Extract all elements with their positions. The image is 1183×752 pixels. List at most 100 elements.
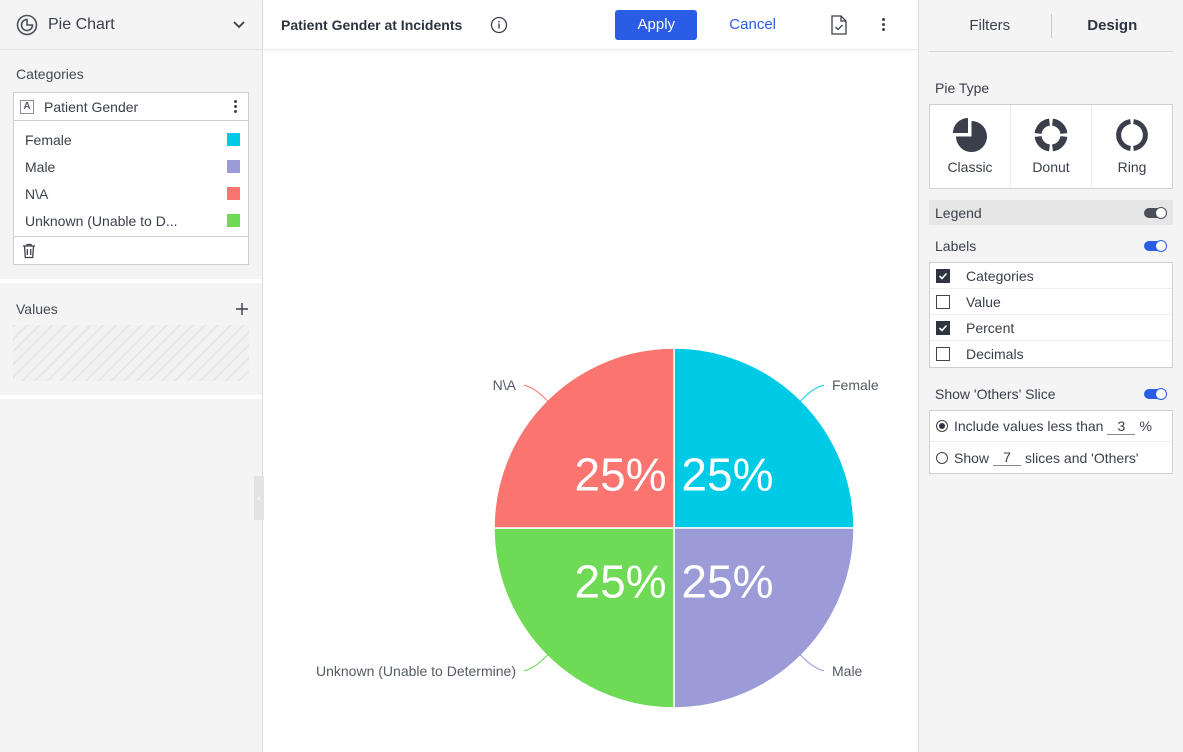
pie-type-options: Classic Donut Ring <box>929 104 1173 189</box>
category-item-label: N\A <box>25 185 49 202</box>
show-slices-radio[interactable] <box>936 451 948 464</box>
labels-options: Categories Value Percent Decimals <box>929 262 1173 368</box>
label-option-decimals: Decimals <box>930 341 1172 367</box>
pie-type-donut[interactable]: Donut <box>1011 105 1092 188</box>
color-swatch[interactable] <box>227 160 240 173</box>
leader-line <box>795 649 825 672</box>
categories-title: Categories <box>16 66 84 82</box>
leader-line <box>523 384 553 407</box>
classic-pie-icon <box>953 118 987 152</box>
panel-tabs: Filters Design <box>929 0 1173 52</box>
labels-toggle[interactable] <box>1144 240 1167 252</box>
category-label: N\A <box>493 377 517 393</box>
label-option-value: Value <box>930 289 1172 315</box>
tab-filters[interactable]: Filters <box>969 17 1011 34</box>
category-field-name: Patient Gender <box>44 98 139 115</box>
field-menu-icon[interactable] <box>228 100 242 113</box>
labels-setting: Labels <box>929 236 1173 256</box>
trash-icon[interactable] <box>22 243 36 259</box>
left-panel: Pie Chart Categories A Patient Gender Fe… <box>0 0 263 752</box>
ring-icon <box>1116 119 1148 151</box>
pie-type-label: Donut <box>1032 159 1070 175</box>
category-item-male[interactable]: Male <box>14 153 248 180</box>
check-icon <box>938 324 948 332</box>
slice-count-input[interactable] <box>993 449 1022 466</box>
decimals-checkbox[interactable] <box>936 347 950 361</box>
donut-icon <box>1034 118 1068 152</box>
right-panel: Filters Design Pie Type Classic Donut <box>918 0 1183 752</box>
category-field[interactable]: A Patient Gender <box>14 93 248 121</box>
category-list: Female Male N\A Unknown (Unable to D... <box>14 121 248 236</box>
chart-canvas-area: Patient Gender at Incidents Apply Cancel… <box>264 0 918 752</box>
legend-label: Legend <box>935 204 982 221</box>
pie-type-label: Classic <box>947 159 993 175</box>
others-slice-label: Show 'Others' Slice <box>935 386 1056 402</box>
tab-design[interactable]: Design <box>1087 17 1138 34</box>
pie-chart-icon <box>16 14 38 35</box>
percent-checkbox[interactable] <box>936 320 950 335</box>
widget-toolbar: Patient Gender at Incidents Apply Cancel <box>264 0 918 50</box>
chart-type-label: Pie Chart <box>48 15 115 33</box>
category-item-label: Unknown (Unable to D... <box>25 212 178 229</box>
text-field-icon: A <box>20 99 34 114</box>
chart-title[interactable]: Patient Gender at Incidents <box>281 16 463 33</box>
others-slice-toggle[interactable] <box>1144 388 1167 400</box>
category-item-label: Male <box>25 158 56 175</box>
percent-label: 25% <box>681 555 773 607</box>
percent-label: 25% <box>681 449 773 501</box>
others-slice-setting: Show 'Others' Slice <box>929 384 1173 404</box>
category-label: Unknown (Unable to Determine) <box>316 663 516 679</box>
export-document-icon[interactable] <box>830 14 848 35</box>
show-slices-prefix: Show <box>954 449 990 466</box>
categories-box: A Patient Gender Female Male N\A <box>13 92 249 265</box>
categories-checkbox[interactable] <box>936 268 950 283</box>
add-icon[interactable] <box>235 302 249 316</box>
percent-label: 25% <box>575 449 667 501</box>
category-item-female[interactable]: Female <box>14 126 248 153</box>
category-label: Female <box>832 377 879 393</box>
category-item-label: Female <box>25 131 72 148</box>
pie-type-classic[interactable]: Classic <box>930 105 1011 188</box>
include-values-option: Include values less than % <box>930 411 1172 442</box>
color-swatch[interactable] <box>227 214 240 227</box>
more-options-icon[interactable] <box>876 18 890 31</box>
chevron-down-icon <box>233 20 245 28</box>
value-checkbox[interactable] <box>936 294 950 309</box>
include-values-radio[interactable] <box>936 420 948 432</box>
label-option-percent: Percent <box>930 315 1172 341</box>
values-title: Values <box>16 301 58 317</box>
categories-section: Categories A Patient Gender Female Male … <box>0 50 262 283</box>
info-icon[interactable] <box>490 16 508 34</box>
collapse-left-handle[interactable]: ‹ <box>254 476 264 520</box>
pie-type-label: Ring <box>1117 159 1147 175</box>
pie-slice-female[interactable] <box>673 347 855 529</box>
check-icon <box>938 272 948 280</box>
legend-setting: Legend <box>929 200 1173 225</box>
pie-type-title: Pie Type <box>935 80 990 96</box>
others-slice-options: Include values less than % Show slices a… <box>929 410 1173 474</box>
category-label: Male <box>832 663 863 679</box>
include-threshold-input[interactable] <box>1107 417 1136 435</box>
category-item-unknown[interactable]: Unknown (Unable to D... <box>14 207 248 234</box>
tab-divider <box>1050 13 1052 38</box>
label-option-categories: Categories <box>930 263 1172 289</box>
values-drop-zone[interactable] <box>13 325 249 381</box>
cancel-button[interactable]: Cancel <box>729 16 776 33</box>
chart-type-selector[interactable]: Pie Chart <box>0 0 262 50</box>
pie-chart: 25% Female 25% Male 25% Unknown (Unable to De… <box>316 347 879 709</box>
include-values-prefix: Include values less than <box>954 418 1104 434</box>
values-section: Values <box>0 283 262 399</box>
legend-toggle[interactable] <box>1144 206 1167 219</box>
pie-slice-n-a[interactable] <box>493 347 675 529</box>
category-item-na[interactable]: N\A <box>14 180 248 207</box>
percent-label: 25% <box>575 555 667 607</box>
checkbox-label: Percent <box>966 319 1015 336</box>
leader-line <box>795 384 825 407</box>
show-slices-suffix: slices and 'Others' <box>1025 449 1139 466</box>
category-footer <box>14 236 248 264</box>
pie-type-ring[interactable]: Ring <box>1092 105 1172 188</box>
color-swatch[interactable] <box>227 187 240 200</box>
checkbox-label: Decimals <box>966 346 1024 362</box>
apply-button[interactable]: Apply <box>615 9 698 40</box>
color-swatch[interactable] <box>227 133 240 146</box>
